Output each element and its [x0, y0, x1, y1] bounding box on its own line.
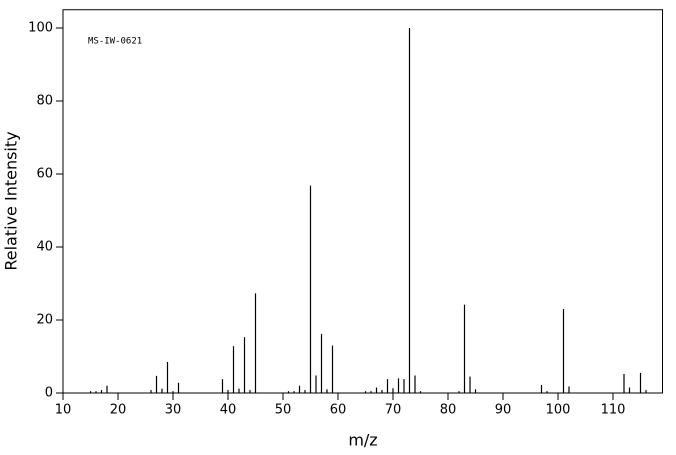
x-tick-label: 60	[330, 403, 347, 418]
x-tick-label: 50	[275, 403, 292, 418]
x-axis-label: m/z	[348, 431, 377, 450]
x-tick-label: 10	[55, 403, 72, 418]
x-tick-label: 70	[385, 403, 402, 418]
x-tick-label: 30	[165, 403, 182, 418]
y-tick-label: 0	[45, 386, 53, 401]
y-tick-label: 100	[28, 21, 53, 36]
y-tick-label: 40	[36, 240, 53, 255]
y-axis-label: Relative Intensity	[2, 131, 21, 270]
y-tick-label: 60	[36, 167, 53, 182]
y-tick-label: 80	[36, 94, 53, 109]
y-tick-label: 20	[36, 313, 53, 328]
x-tick-label: 110	[601, 403, 626, 418]
x-tick-label: 100	[546, 403, 571, 418]
x-tick-label: 40	[220, 403, 237, 418]
x-tick-label: 80	[440, 403, 457, 418]
plot-frame	[62, 9, 663, 394]
annotation: MS-IW-0621	[88, 37, 142, 47]
x-tick-label: 90	[495, 403, 512, 418]
x-tick-label: 20	[110, 403, 127, 418]
